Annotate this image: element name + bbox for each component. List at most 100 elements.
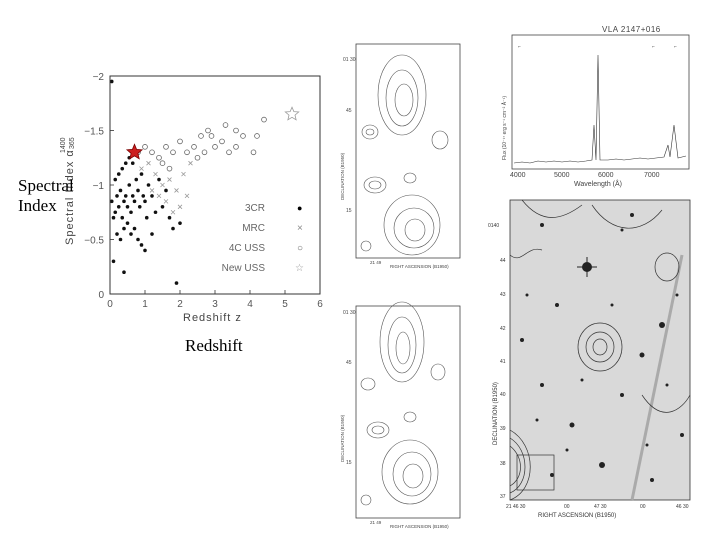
y-tick-label: −0.5 [84,236,104,247]
data-point-mrc [149,188,155,193]
data-point-4c-uss [208,133,215,139]
radio-contour-map-top: DECLINATION (B1950) 01 30 45 15 21 49 RI… [340,43,461,269]
radio-top-frame [355,43,461,259]
spectrum-line-marker: ⌐ [652,44,655,50]
radio-bottom-ra: 21 49 [370,520,382,525]
y-axis-label: Spectral Index α [64,149,76,245]
data-point-3cr [122,199,126,204]
y-tick-label: −1 [93,181,105,192]
data-point-4c-uss [163,144,169,150]
spectrum-xtick-7000: 7000 [644,172,660,179]
field-star [535,418,539,422]
optical-spectrum-plot: VLA 2147+016 Flux (10⁻¹⁷ erg s⁻¹ cm⁻² Å⁻… [501,25,690,188]
data-point-3cr [160,205,165,209]
data-point-4c-uss [184,149,190,156]
field-star [520,338,524,342]
x-tick-label: 5 [282,299,288,310]
legend-symbol-3cr: ● [297,203,302,213]
legend-label-4c-uss: 4C USS [229,243,265,254]
data-point-mrc [170,209,176,215]
data-point-3cr [123,161,128,165]
field-star [639,352,645,358]
data-point-3cr [139,172,144,176]
plot-frame [109,75,321,295]
radio-bottom-ylabel: DECLINATION (B1950) [340,414,345,462]
radio-bottom-frame [355,305,461,519]
data-point-3cr [115,194,119,198]
data-point-4c-uss [250,149,257,156]
optical-dec-3: 42 [500,326,506,332]
data-point-3cr [150,232,154,236]
data-point-mrc [181,171,186,177]
data-point-4c-uss [177,138,183,145]
optical-dec-6: 39 [500,426,506,432]
data-point-3cr [118,237,123,242]
data-point-3cr [120,215,125,220]
data-point-new-uss [284,106,300,121]
optical-dec-0: 0140 [488,223,499,229]
radio-top-dec-1: 01 30 [343,57,356,63]
optical-ra-2: 47 30 [594,504,607,510]
optical-dec-8: 37 [500,494,506,500]
data-point-mrc [160,182,165,188]
field-star [565,448,569,452]
data-point-3cr [157,177,161,182]
field-star [659,322,665,328]
data-point-4c-uss [254,133,260,139]
data-point-3cr [122,226,126,231]
data-point-3cr [113,177,118,182]
data-point-4c-uss [198,133,204,139]
x-tick-label: 2 [177,299,183,310]
spectral-index-label-line1: Spectral [18,176,74,195]
data-point-4c-uss [261,116,267,123]
data-point-mrc [146,160,151,166]
data-point-3cr [132,226,137,231]
radio-top-contours [360,54,449,256]
optical-ra-1: 00 [564,504,570,510]
x-tick-label: 4 [247,299,253,310]
data-point-3cr [139,243,144,247]
data-point-3cr [136,188,140,193]
spectrum-title: VLA 2147+016 [602,25,661,34]
data-point-3cr [134,177,139,182]
field-star [680,433,684,437]
data-point-4c-uss [201,149,208,156]
spectrum-xtick-6000: 6000 [598,172,614,179]
legend-label-mrc: MRC [242,223,265,234]
radio-top-ra: 21 49 [370,260,382,265]
spectral-index-redshift-plot: 0 1 2 3 4 5 6 −2 −1.5 −1 −0.5 0 Spectral Index α 14… [60,72,323,324]
field-star [620,228,624,232]
radio-bottom-xlabel: RIGHT ASCENSION (B1950) [390,524,449,529]
optical-ra-0: 21 46 30 [506,504,526,510]
optical-dec-4: 41 [500,359,506,365]
data-point-mrc [139,166,144,171]
data-point-3cr [118,188,123,193]
field-star [580,378,584,382]
field-star [555,303,559,307]
spectral-index-label: Spectral Index [18,176,74,216]
field-star [599,462,605,468]
data-point-3cr [123,194,128,198]
data-point-3cr [111,215,116,220]
optical-ra-3: 00 [640,504,646,510]
data-point-4c-uss [240,133,246,139]
radio-top-ylabel: DECLINATION (B1950) [340,152,345,200]
legend-symbol-new-uss: ☆ [295,263,304,274]
radio-bottom-dec-3: 15 [346,460,352,466]
redshift-label: Redshift [185,336,243,355]
data-point-4c-uss [170,149,176,156]
field-star [620,393,624,397]
data-point-4c-uss [142,144,148,150]
field-star [540,223,544,227]
data-point-mrc [184,193,190,199]
data-point-3cr [109,199,114,204]
spectrum-xtick-4000: 4000 [510,172,526,179]
data-point-mrc [163,199,169,204]
data-point-mrc [167,177,172,182]
legend-symbol-4c-uss: ○ [297,243,303,254]
spectral-index-label-line2: Index [18,196,57,215]
y-axis-label-sub: 365 [69,137,76,149]
data-point-mrc [153,171,158,177]
data-point-3cr [127,183,132,187]
radio-contour-map-bottom: DECLINATION (B1950) 01 30 45 15 21 49 RI… [340,301,461,529]
